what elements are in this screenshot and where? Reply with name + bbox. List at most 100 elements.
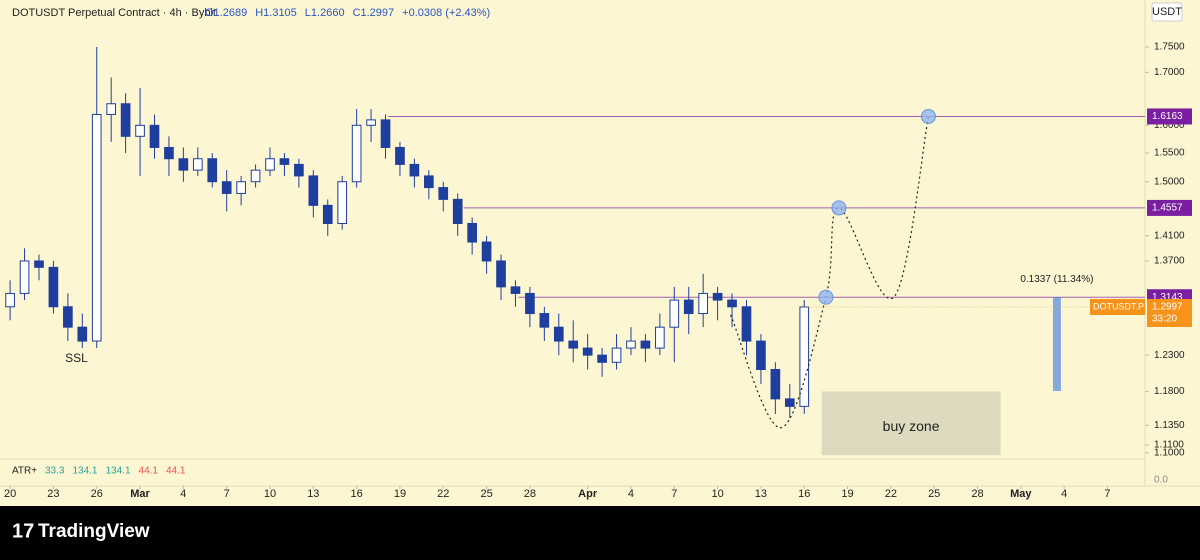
candle-body xyxy=(221,181,232,194)
candle-body xyxy=(351,124,362,183)
candle-body xyxy=(727,299,737,308)
candle-body xyxy=(698,292,709,315)
brand-logo: 17 xyxy=(12,520,34,542)
candle-body xyxy=(611,347,622,363)
candle-body xyxy=(236,181,246,194)
x-tick-label: Mar xyxy=(130,488,150,500)
target-point xyxy=(818,289,834,305)
y-tick-label: 1.1000 xyxy=(1154,447,1185,458)
candle-body xyxy=(784,398,795,407)
candle-body xyxy=(741,306,752,342)
projection-path xyxy=(730,116,930,429)
candle-body xyxy=(539,313,550,328)
candle-body xyxy=(799,306,810,407)
y-tick-label: 1.5500 xyxy=(1154,148,1185,159)
candle-body xyxy=(279,158,290,165)
x-tick-label: 4 xyxy=(628,488,634,500)
x-tick-label: 28 xyxy=(524,488,536,500)
x-tick-label: 19 xyxy=(841,488,853,500)
candle-body xyxy=(48,266,59,308)
x-tick-label: May xyxy=(1010,488,1032,500)
candle-body xyxy=(424,175,434,189)
candle-body xyxy=(19,260,30,294)
x-tick-label: 7 xyxy=(224,488,230,500)
last-price-bg xyxy=(1147,298,1192,327)
candle-body xyxy=(525,292,535,315)
candle-body xyxy=(669,299,680,328)
candle-body xyxy=(337,181,348,224)
measure-bar xyxy=(1052,297,1061,391)
atr-value: 44.1 xyxy=(166,466,186,477)
candle-body xyxy=(712,292,723,301)
ohlc-value: +0.0308 (+2.43%) xyxy=(402,7,490,19)
ohlc-value: O1.2689 xyxy=(205,7,247,19)
buy-zone xyxy=(821,391,1001,456)
candle-body xyxy=(481,241,492,262)
candle-body xyxy=(120,103,131,137)
x-tick-label: 4 xyxy=(1061,488,1067,500)
candle-body xyxy=(192,158,203,171)
x-tick-label: 16 xyxy=(798,488,810,500)
candle-body xyxy=(34,260,44,268)
annotation: SSL xyxy=(65,351,88,365)
x-tick-label: 22 xyxy=(437,488,449,500)
x-tick-label: 10 xyxy=(264,488,276,500)
candle-body xyxy=(553,326,564,342)
y-tick-label: 1.3700 xyxy=(1154,256,1185,267)
candle-body xyxy=(106,103,117,115)
candle-body xyxy=(380,119,391,148)
symbol-tag-bg xyxy=(1090,298,1145,315)
y-tick-label: 1.1100 xyxy=(1154,440,1184,451)
x-tick-label: 19 xyxy=(394,488,406,500)
y-tick-label: 1.1350 xyxy=(1154,420,1185,431)
atr-value: 44.1 xyxy=(139,466,159,477)
ohlc-value: C1.2997 xyxy=(353,7,395,19)
candle-body xyxy=(655,326,665,349)
candle-body xyxy=(467,222,477,243)
x-tick-label: 26 xyxy=(91,488,103,500)
target-point xyxy=(920,108,936,124)
last-price-label: 1.2997 xyxy=(1152,302,1183,313)
candle-body xyxy=(322,204,333,224)
atr-name: ATR+ xyxy=(12,466,37,477)
candle-body xyxy=(294,163,304,177)
x-tick-label: 22 xyxy=(885,488,897,500)
level-label: 1.4557 xyxy=(1152,203,1183,214)
candle-body xyxy=(265,158,275,171)
candle-body xyxy=(770,368,781,400)
x-tick-label: 23 xyxy=(47,488,59,500)
currency-box[interactable] xyxy=(1151,2,1183,22)
x-tick-label: 20 xyxy=(4,488,16,500)
candle-body xyxy=(683,299,694,315)
level-label-bg xyxy=(1147,199,1192,216)
chart-background xyxy=(0,0,1200,506)
y-tick-label: 1.5000 xyxy=(1154,176,1185,187)
candle-body xyxy=(496,260,506,288)
brand: TradingView xyxy=(38,521,150,542)
candle-body xyxy=(568,340,579,349)
x-tick-label: 25 xyxy=(480,488,492,500)
candle-body xyxy=(582,347,593,356)
y-tick-label: 1.1800 xyxy=(1154,386,1185,397)
buy-zone-label: buy zone xyxy=(883,418,940,434)
target-point xyxy=(831,200,847,216)
footer-bar xyxy=(0,506,1200,555)
atr-scale: 0.0 xyxy=(1154,475,1168,486)
y-tick-label: 1.4100 xyxy=(1154,230,1185,241)
x-tick-label: 7 xyxy=(671,488,677,500)
candle-body xyxy=(207,158,218,183)
atr-value: 134.1 xyxy=(106,466,131,477)
candle-body xyxy=(366,119,376,126)
y-tick-label: 1.6000 xyxy=(1154,120,1185,131)
ohlc-value: L1.2660 xyxy=(305,7,345,19)
currency[interactable]: USDT xyxy=(1152,6,1182,18)
candle-body xyxy=(409,163,420,177)
candle-body xyxy=(164,146,174,160)
candle-body xyxy=(597,354,607,363)
candle-body xyxy=(452,198,463,224)
x-tick-label: 7 xyxy=(1104,488,1110,500)
x-tick-label: 16 xyxy=(351,488,363,500)
x-tick-label: 4 xyxy=(180,488,186,500)
level-label-bg xyxy=(1147,108,1192,125)
